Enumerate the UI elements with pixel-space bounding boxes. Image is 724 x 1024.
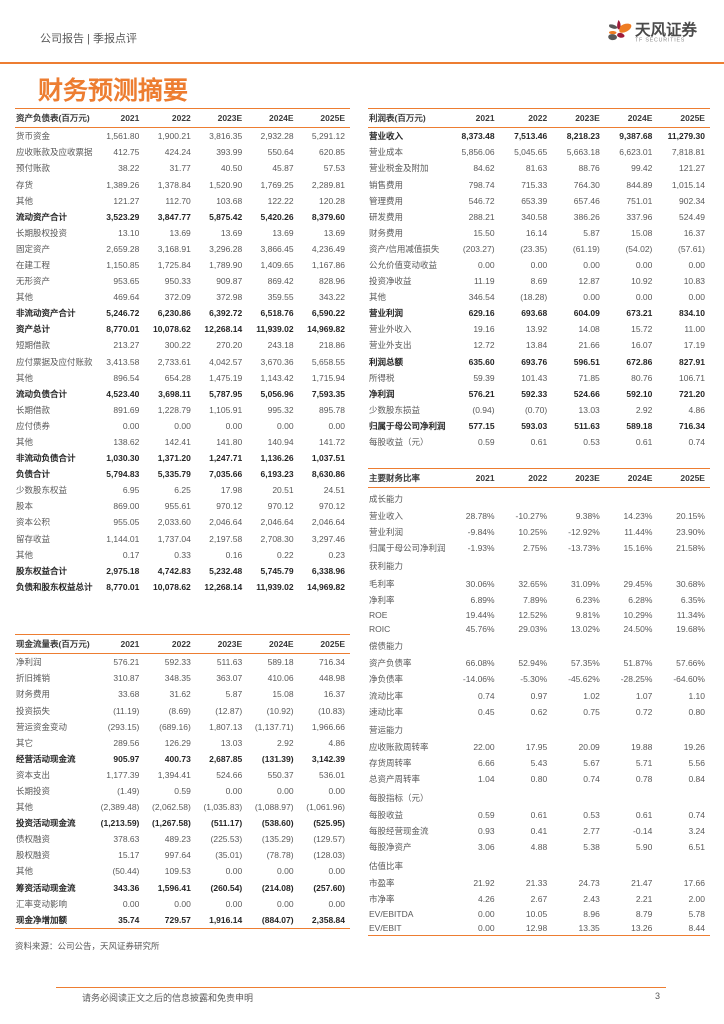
svg-text:天风证券: 天风证券 [635, 20, 698, 39]
svg-text:TF SECURITIES: TF SECURITIES [635, 38, 685, 44]
